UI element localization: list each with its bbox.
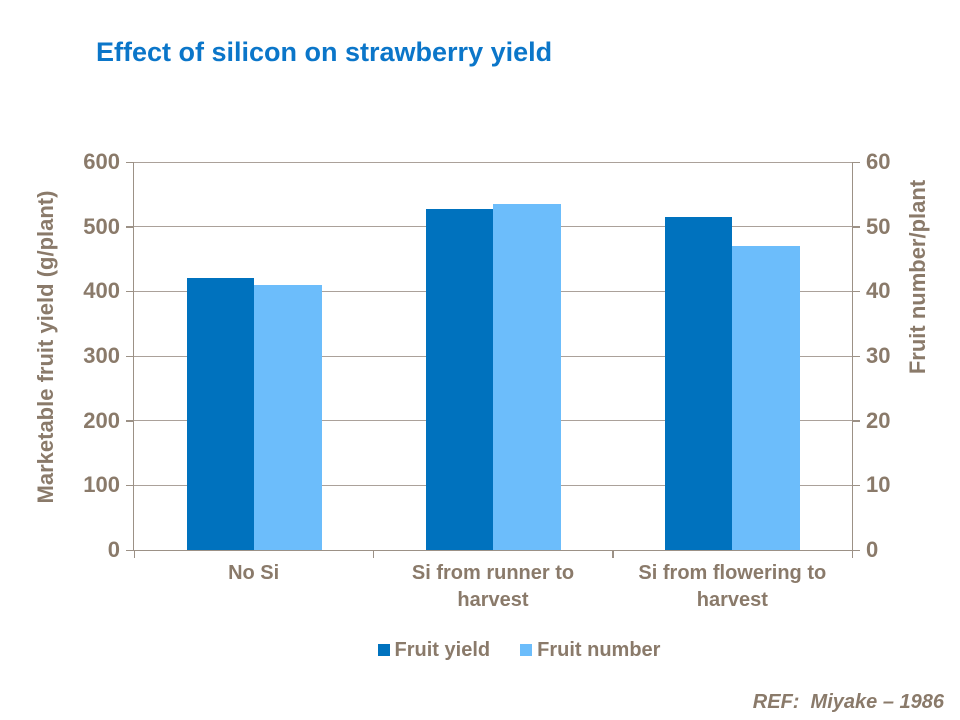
- left-axis-tick-label: 600: [83, 149, 120, 174]
- left-axis-tick: [126, 549, 134, 551]
- bar-fruit-yield: [665, 216, 733, 550]
- category-label: Si from flowering to harvest: [638, 562, 827, 611]
- chart-title: Effect of silicon on strawberry yield: [96, 37, 553, 67]
- right-axis-tick-label: 0: [866, 537, 879, 562]
- right-axis-tick-label: 50: [866, 213, 891, 239]
- bar-fruit-yield: [186, 278, 254, 550]
- right-axis-tick: [852, 420, 860, 422]
- right-axis-tick: [852, 355, 860, 357]
- left-axis-tick: [126, 420, 134, 422]
- right-axis-tick: [852, 290, 860, 293]
- right-axis-tick-label: 40: [866, 278, 891, 304]
- x-axis-tick: [133, 550, 135, 558]
- right-axis-tick: [852, 161, 860, 163]
- bar-fruit-yield: [426, 208, 493, 550]
- left-axis-tick-label: 100: [83, 472, 120, 498]
- bar-fruit-number: [493, 204, 561, 550]
- bar-fruit-number: [732, 246, 801, 550]
- right-axis-tick: [852, 549, 860, 551]
- legend-label: Fruit number: [537, 639, 661, 661]
- gridline: [134, 161, 852, 163]
- left-axis-tick: [126, 161, 134, 163]
- right-axis-tick: [852, 484, 860, 487]
- bottom-axis-line: [133, 550, 853, 552]
- left-axis-tick: [126, 484, 134, 487]
- x-axis-tick: [612, 550, 614, 558]
- legend-label: Fruit yield: [394, 639, 491, 661]
- right-axis-tick: [852, 226, 860, 228]
- left-axis-tick-label: 200: [83, 407, 120, 433]
- left-axis-tick: [126, 226, 134, 228]
- legend-swatch-fruit-number: [520, 644, 533, 656]
- right-axis-tick-label: 20: [866, 407, 891, 433]
- right-axis-tick-label: 30: [866, 343, 891, 368]
- right-axis-tick-label: 10: [866, 472, 891, 498]
- bar-fruit-number: [253, 284, 322, 550]
- legend-item-fruit-number: Fruit number: [520, 637, 660, 663]
- legend-swatch-fruit-yield: [377, 644, 390, 656]
- legend-item-fruit-yield: Fruit yield: [377, 637, 491, 663]
- category-label: No Si: [228, 562, 280, 584]
- legend: Fruit yield Fruit number: [160, 637, 878, 663]
- x-axis-tick: [851, 550, 853, 558]
- left-axis-tick: [126, 355, 134, 357]
- left-axis-tick-label: 0: [107, 537, 120, 562]
- x-axis-tick: [372, 550, 375, 558]
- right-axis-tick-label: 60: [866, 149, 891, 174]
- reference-text: REF: Miyake – 1986: [752, 691, 944, 713]
- category-label: Si from runner to harvest: [411, 562, 575, 611]
- left-axis-tick-label: 500: [83, 213, 120, 239]
- left-axis-tick-label: 300: [83, 343, 120, 368]
- left-axis-tick-label: 400: [83, 278, 120, 304]
- left-axis-tick: [126, 290, 134, 293]
